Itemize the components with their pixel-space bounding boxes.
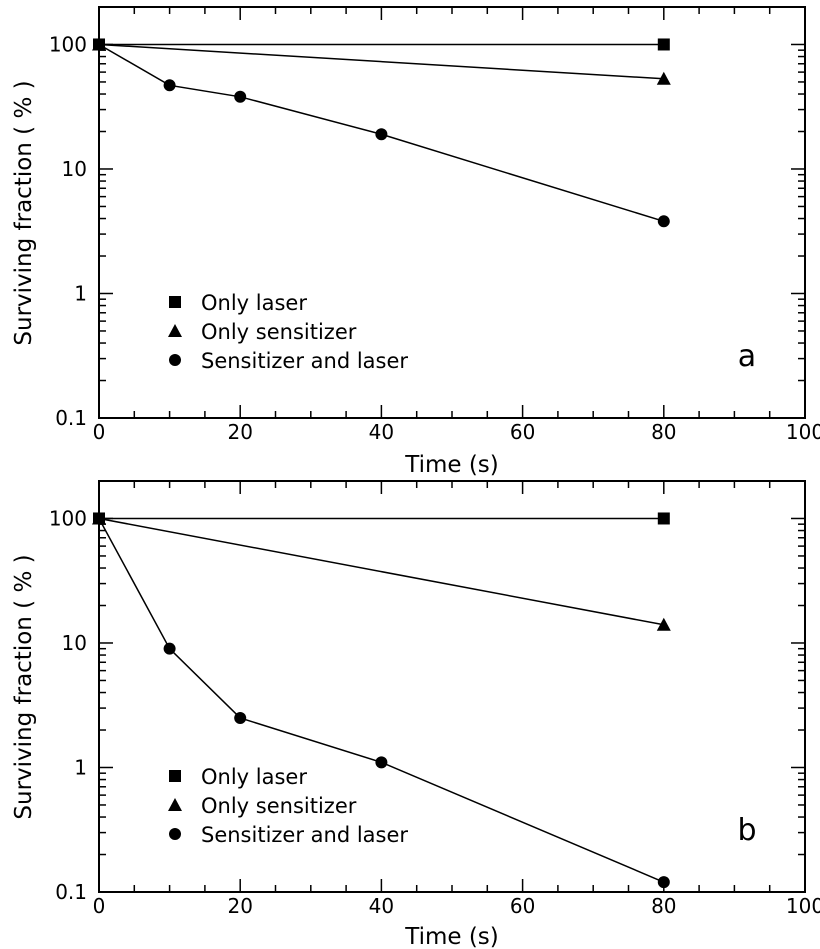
data-point-only-sensitizer [656,71,671,85]
y-tick-label: 1 [74,281,87,305]
legend-marker-only-laser [169,296,181,308]
chart-panel-b: 0 20 40 60 80 100 0.1 1 10 100 Time (s) Surviving f… [11,480,820,949]
y-axis-title: Surviving fraction ( % ) [11,554,37,819]
data-point-sensitizer-and-laser [163,642,176,655]
x-tick-label: 0 [93,420,106,444]
x-tick-label: 80 [651,420,676,444]
y-tick-label: 0.1 [55,406,87,430]
legend-label-only-laser: Only laser [201,765,307,789]
legend-label-only-sensitizer: Only sensitizer [201,320,357,344]
x-axis-title: Time (s) [404,452,499,478]
y-tick-label: 0.1 [55,880,87,904]
x-axis-title: Time (s) [404,924,499,949]
data-point-sensitizer-and-laser [234,90,247,103]
y-tick-label: 10 [62,631,87,655]
x-tick-label: 100 [786,894,820,918]
legend-label-sensitizer-and-laser: Sensitizer and laser [201,349,408,373]
y-tick-label: 100 [49,32,87,56]
x-tick-label: 100 [786,420,820,444]
data-point-only-sensitizer [656,617,671,631]
data-point-sensitizer-and-laser [93,38,105,51]
y-tick-label: 100 [49,506,87,530]
x-tick-label: 40 [369,420,394,444]
y-tick-label: 10 [62,157,87,181]
y-axis-title: Surviving fraction ( % ) [11,80,37,345]
x-tick-label: 60 [510,894,535,918]
data-point-only-laser [657,38,670,51]
x-tick-label: 20 [227,420,252,444]
series-line-only-sensitizer [98,517,664,626]
data-point-sensitizer-and-laser [234,711,247,724]
chart-panel-a: 0 20 40 60 80 100 0.1 1 10 100 Time (s) Surviving f… [11,6,820,478]
data-point-sensitizer-and-laser [163,79,176,92]
legend-marker-only-laser [169,770,181,782]
data-point-sensitizer-and-laser [93,512,105,525]
legend-marker-sensitizer-and-laser [169,354,181,366]
legend-marker-sensitizer-and-laser [169,828,181,840]
data-point-sensitizer-and-laser [375,128,388,141]
data-point-sensitizer-and-laser [657,876,670,889]
series-line-only-sensitizer [98,43,664,80]
data-point-only-laser [657,512,670,525]
x-tick-label: 80 [651,894,676,918]
legend-marker-only-sensitizer [168,324,182,337]
panel-label: a [738,339,756,374]
legend-marker-only-sensitizer [168,798,182,811]
y-tick-label: 1 [74,755,87,779]
legend-label-only-laser: Only laser [201,291,307,315]
data-point-sensitizer-and-laser [375,756,388,769]
data-point-sensitizer-and-laser [657,215,670,228]
panel-label: b [737,813,756,848]
legend-label-only-sensitizer: Only sensitizer [201,794,357,818]
x-tick-label: 0 [93,894,106,918]
x-tick-label: 20 [227,894,252,918]
x-tick-label: 60 [510,420,535,444]
legend-label-sensitizer-and-laser: Sensitizer and laser [201,823,408,847]
x-tick-label: 40 [369,894,394,918]
